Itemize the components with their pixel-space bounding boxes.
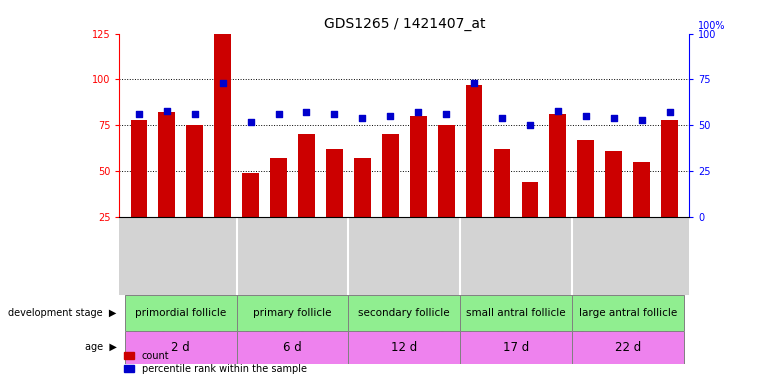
Bar xyxy=(661,120,678,262)
Point xyxy=(552,108,564,114)
Bar xyxy=(410,116,427,262)
Bar xyxy=(550,114,566,262)
Bar xyxy=(354,158,370,262)
Bar xyxy=(214,34,231,262)
Bar xyxy=(348,331,460,364)
Bar xyxy=(572,295,684,331)
Point xyxy=(468,80,480,86)
Point xyxy=(189,111,201,117)
Bar xyxy=(460,331,572,364)
Text: 2 d: 2 d xyxy=(172,341,190,354)
Bar xyxy=(633,162,650,262)
Bar xyxy=(438,125,454,262)
Bar xyxy=(521,182,538,262)
Bar xyxy=(578,140,594,262)
Bar xyxy=(243,173,259,262)
Point xyxy=(608,115,620,121)
Text: development stage  ▶: development stage ▶ xyxy=(8,308,116,318)
Point xyxy=(161,108,173,114)
Point xyxy=(216,80,229,86)
Title: GDS1265 / 1421407_at: GDS1265 / 1421407_at xyxy=(323,17,485,32)
Point xyxy=(132,111,145,117)
Bar xyxy=(466,85,483,262)
Point xyxy=(273,111,285,117)
Point xyxy=(580,113,592,119)
Point xyxy=(664,110,676,116)
Text: primary follicle: primary follicle xyxy=(253,308,332,318)
Bar xyxy=(236,331,348,364)
Bar xyxy=(326,149,343,262)
Text: primordial follicle: primordial follicle xyxy=(136,308,226,318)
Bar xyxy=(572,331,684,364)
Bar xyxy=(159,112,176,262)
Point xyxy=(440,111,452,117)
Point xyxy=(384,113,397,119)
Point xyxy=(328,111,340,117)
Bar xyxy=(270,158,287,262)
Text: 6 d: 6 d xyxy=(283,341,302,354)
Text: 22 d: 22 d xyxy=(614,341,641,354)
Bar xyxy=(125,331,236,364)
Bar xyxy=(605,151,622,262)
Text: secondary follicle: secondary follicle xyxy=(359,308,450,318)
Text: 17 d: 17 d xyxy=(503,341,529,354)
Text: large antral follicle: large antral follicle xyxy=(578,308,677,318)
Point xyxy=(635,117,648,123)
Text: 12 d: 12 d xyxy=(391,341,417,354)
Legend: count, percentile rank within the sample: count, percentile rank within the sample xyxy=(124,351,306,374)
Bar xyxy=(186,125,203,262)
Point xyxy=(244,118,256,124)
Bar xyxy=(298,134,315,262)
Bar xyxy=(131,120,147,262)
Point xyxy=(357,115,369,121)
Text: age  ▶: age ▶ xyxy=(85,342,116,352)
Bar xyxy=(494,149,511,262)
Bar xyxy=(460,295,572,331)
Text: small antral follicle: small antral follicle xyxy=(466,308,566,318)
Point xyxy=(412,110,424,116)
Text: 100%: 100% xyxy=(698,21,725,31)
Bar xyxy=(125,295,236,331)
Bar xyxy=(348,295,460,331)
Bar xyxy=(382,134,399,262)
Bar xyxy=(236,295,348,331)
Point xyxy=(496,115,508,121)
Point xyxy=(524,122,536,128)
Point xyxy=(300,110,313,116)
